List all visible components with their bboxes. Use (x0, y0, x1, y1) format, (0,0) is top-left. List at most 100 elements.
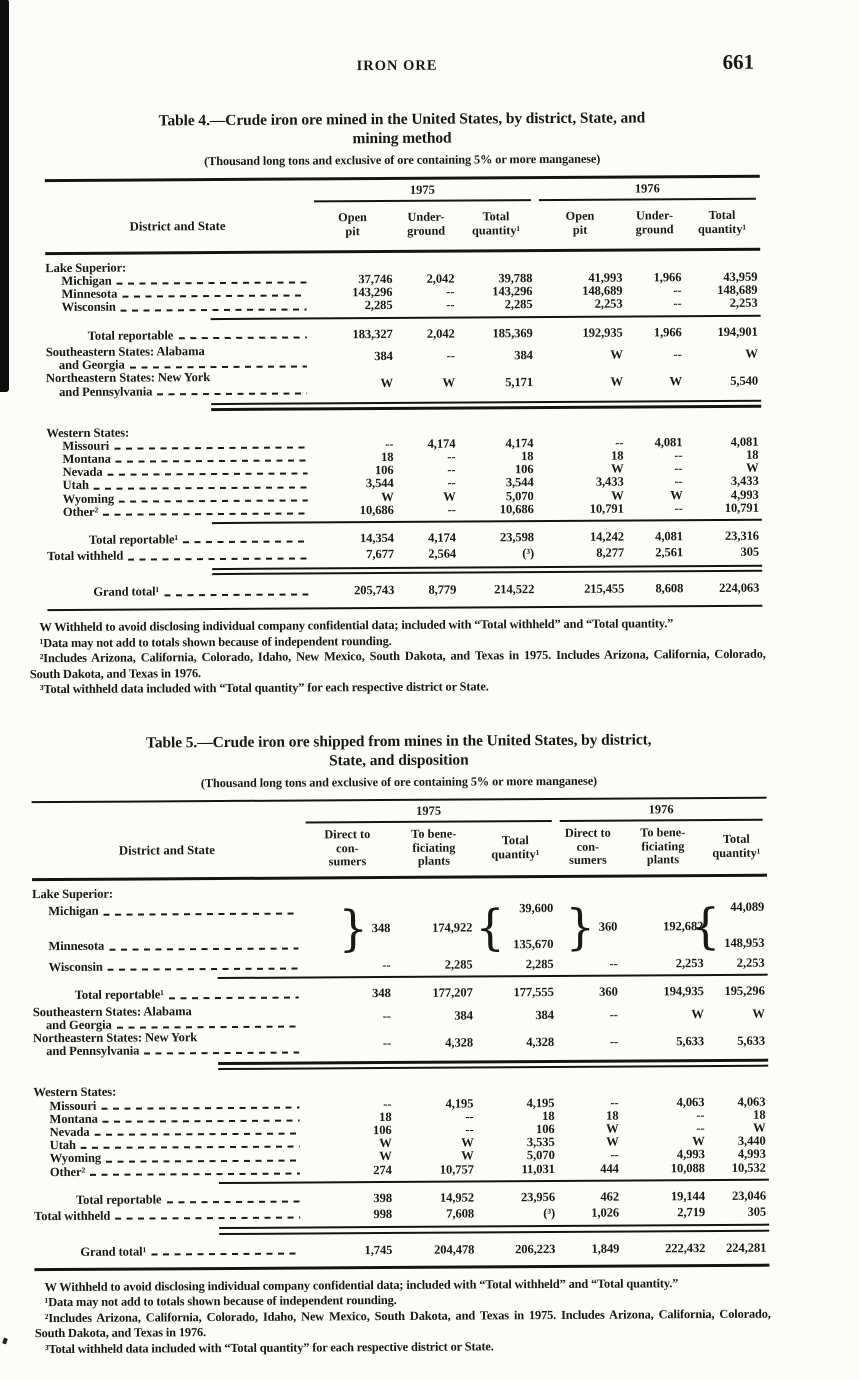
dash-leader (107, 967, 299, 972)
cell-value: W (610, 348, 623, 363)
row-line: Wisconsin (33, 960, 303, 975)
dash-leader (178, 336, 307, 340)
cell-value: 174,922 (432, 920, 473, 935)
cell-combined-value: } 348 (302, 900, 393, 957)
year-group-1976: 1976 (538, 180, 756, 201)
column-header: Total quantity¹ (712, 831, 761, 860)
row-line: Total withheld (47, 549, 312, 564)
row-label-text: Other² (62, 504, 99, 519)
cell-value: 3,544 (365, 476, 394, 491)
column-header: Open pit (565, 208, 595, 237)
row-line: Other² (34, 1164, 304, 1179)
rule-line (211, 399, 762, 405)
year-group-1975: 1975 (313, 181, 531, 203)
row-label-text: Minnesota (48, 938, 105, 954)
rule-line (218, 1059, 769, 1065)
stacked-values: 39,600 135,670 (506, 899, 553, 955)
row-label-text: Other² (49, 1164, 86, 1179)
row-label-text: Wisconsin (61, 300, 116, 315)
row-line: Total withheld (34, 1209, 304, 1224)
cell-value: 384 (514, 348, 533, 363)
cell-value: 135,670 (513, 937, 554, 952)
cell-value: W (380, 375, 394, 390)
row-label-text: Wisconsin (48, 959, 103, 975)
cell-value: 4,081 (655, 529, 684, 544)
row-line: Total reportable (34, 1192, 304, 1207)
dash-leader (119, 499, 308, 503)
cell-value: W (442, 375, 456, 390)
table-4-title: Table 4.—Crude iron ore mined in the Uni… (158, 109, 646, 148)
cell-value: 4,063 (676, 1094, 705, 1109)
row-label-text: Grand total¹ (80, 1244, 147, 1260)
scan-edge-artifact (0, 0, 9, 392)
column-header: Total quantity¹ (471, 209, 521, 238)
dash-leader (164, 593, 309, 596)
cell-value: 185,369 (492, 325, 533, 341)
dash-leader (115, 459, 308, 463)
row-label-text: Utah (62, 478, 89, 493)
cell-value: 4,328 (526, 1034, 555, 1049)
cell-value: 14,354 (359, 531, 395, 546)
cell-value: 204,478 (434, 1242, 475, 1257)
cell-value: 8,277 (596, 545, 625, 561)
cell-value: W (745, 347, 758, 362)
dash-leader (106, 1159, 300, 1163)
table-body: Lake Superior: Michigan 37,746 2,042 39,788 4… (45, 250, 763, 612)
cell-value: 10,791 (724, 500, 759, 515)
row-label: Total withheld (34, 1209, 304, 1224)
cell-value: 183,327 (352, 326, 393, 341)
dash-leader (90, 1172, 300, 1176)
cell-value: 305 (747, 1204, 767, 1219)
column-header-row: District and State Direct to con- sumers… (32, 821, 767, 878)
cell-value: 2,285 (525, 957, 554, 972)
table-row: Grand total¹ 1,745 204,478 206,223 1,849 222,… (34, 1241, 769, 1260)
dash-leader (166, 1200, 301, 1204)
cell-value: 14,952 (439, 1190, 475, 1205)
table-row: Total reportable¹ 348 177,207 177,555 360 194… (33, 984, 768, 1003)
column-header: Total quantity¹ (491, 833, 540, 861)
cell-value: -- (609, 1007, 618, 1022)
cell-value: 10,532 (731, 1160, 766, 1175)
separator-rule (218, 1178, 769, 1184)
dash-leader (122, 294, 307, 299)
cell-value: 177,555 (513, 985, 554, 1000)
year-header-stub (45, 183, 310, 204)
row-label: Michigan Minnesota (32, 901, 302, 959)
cell-value: 1,966 (653, 324, 682, 340)
running-head-title: IRON ORE (356, 57, 438, 75)
column-header: Under- ground (407, 209, 446, 238)
table-row: Total withheld 7,677 2,564 (³) 8,277 2,561 305 (47, 545, 762, 564)
row-label: Other² (34, 1164, 304, 1179)
table-4-subtitle: (Thousand long tons and exclusive of ore… (204, 151, 601, 169)
cell-value: 215,455 (584, 581, 625, 597)
dash-leader (80, 1145, 300, 1150)
row-label: Grand total¹ (34, 1245, 304, 1260)
cell-value: 2,285 (444, 957, 473, 972)
cell-value: 23,598 (499, 530, 535, 545)
cell-value: 2,719 (677, 1205, 706, 1220)
row-label-text: Total reportable (75, 1192, 162, 1207)
row-label-text: and Pennsylvania (46, 1043, 140, 1059)
cell-value: W (669, 374, 683, 389)
rule-line (212, 569, 763, 576)
dash-leader (103, 512, 308, 516)
column-header: Total quantity¹ (697, 207, 747, 236)
cell-value: 8,608 (655, 581, 684, 596)
dash-leader (93, 486, 308, 490)
table-row: Grand total¹ 205,743 8,779 214,522 215,455 8,… (47, 581, 762, 600)
cell-value: 360 (598, 919, 618, 934)
separator-rule (217, 974, 768, 980)
stub-column-header: District and State (118, 843, 215, 858)
double-rule (47, 564, 763, 576)
cell-value: 2,253 (594, 296, 623, 312)
cell-value: 11,031 (521, 1161, 555, 1176)
cell-value: 2,561 (655, 545, 684, 560)
year-group-1976: 1976 (559, 801, 763, 823)
cell-value: 398 (373, 1190, 393, 1205)
table-bottom-rule (34, 1264, 770, 1272)
cell-value: 2,285 (504, 297, 533, 312)
row-label-text: Wyoming (62, 491, 115, 506)
dash-leader (107, 472, 308, 477)
cell-value: 384 (535, 1008, 554, 1023)
